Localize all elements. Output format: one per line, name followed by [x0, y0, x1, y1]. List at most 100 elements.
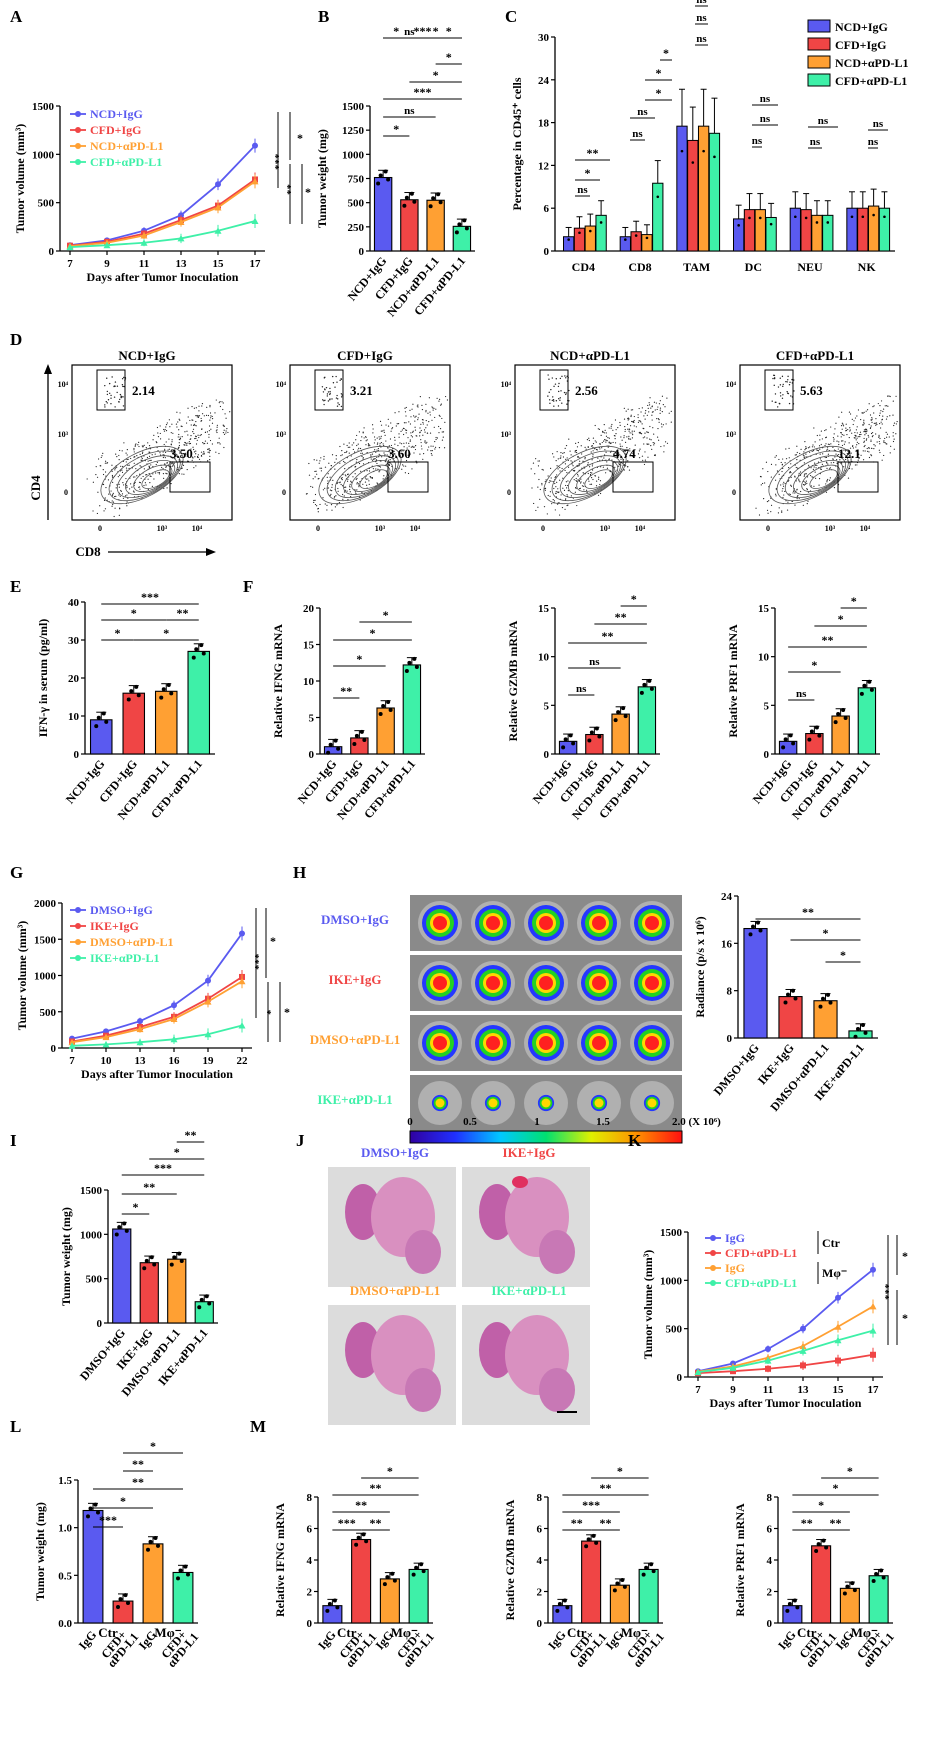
significance-label: ** — [370, 1516, 382, 1530]
event-dot — [211, 415, 213, 418]
significance-label: * — [131, 606, 137, 620]
event-dot — [371, 424, 374, 426]
event-dot — [172, 432, 174, 434]
event-dot — [328, 462, 330, 464]
event-dot — [181, 467, 183, 469]
event-dot — [557, 488, 559, 490]
event-dot — [164, 448, 166, 450]
event-dot — [326, 509, 328, 511]
event-dot — [530, 468, 532, 470]
data-point — [852, 1588, 857, 1593]
y-tick-label: 1.5 — [58, 1475, 72, 1487]
event-dot — [198, 410, 200, 412]
event-dot — [873, 444, 875, 446]
event-dot — [210, 417, 212, 419]
event-dot — [365, 478, 367, 480]
event-dot — [586, 491, 588, 494]
event-dot — [857, 409, 860, 411]
event-dot — [848, 411, 851, 413]
significance-label: ns — [632, 128, 643, 140]
event-dot — [773, 384, 775, 387]
event-dot — [388, 445, 390, 447]
significance-label: * — [284, 1005, 290, 1019]
event-dot — [386, 447, 389, 449]
data-point — [589, 730, 594, 735]
event-dot — [803, 484, 806, 486]
legend-label: DMSO+αPD-L1 — [90, 935, 174, 949]
event-dot — [139, 473, 141, 475]
event-dot — [617, 454, 620, 456]
event-dot — [366, 439, 368, 441]
event-dot — [135, 468, 137, 470]
y-tick-label: 0 — [64, 488, 68, 497]
event-dot — [356, 444, 358, 447]
event-dot — [618, 465, 620, 467]
data-point — [807, 737, 812, 742]
data-point — [861, 215, 865, 219]
event-dot — [204, 431, 207, 433]
event-dot — [389, 438, 392, 440]
significance-label: ** — [185, 1128, 197, 1142]
event-dot — [95, 466, 97, 468]
data-point — [758, 216, 762, 220]
event-dot — [163, 443, 165, 446]
event-dot — [353, 442, 355, 444]
data-point — [787, 1601, 792, 1606]
event-dot — [840, 454, 842, 456]
event-dot — [548, 481, 550, 484]
data-point — [352, 741, 357, 746]
panel-letter-E: E — [10, 577, 21, 596]
event-dot — [142, 475, 144, 478]
event-dot — [403, 446, 405, 448]
event-dot — [429, 432, 432, 434]
event-dot — [155, 472, 157, 474]
event-dot — [195, 450, 197, 452]
contour-line — [100, 445, 184, 505]
bar-3 — [187, 650, 211, 755]
event-dot — [537, 506, 539, 508]
event-dot — [145, 484, 147, 486]
event-dot — [843, 434, 845, 436]
event-dot — [196, 439, 198, 441]
event-dot — [618, 463, 620, 465]
event-dot — [329, 399, 331, 401]
bar-3 — [402, 664, 422, 755]
event-dot — [889, 415, 891, 417]
event-dot — [324, 487, 326, 489]
event-dot — [377, 468, 379, 470]
signal-red — [592, 976, 606, 990]
event-dot — [114, 507, 116, 509]
event-dot — [126, 449, 128, 451]
legend-label: NCD+IgG — [835, 20, 888, 34]
event-dot — [865, 410, 867, 412]
y-tick-label: 0 — [732, 488, 736, 497]
bar-3 — [452, 225, 472, 252]
event-dot — [795, 454, 797, 456]
event-dot — [340, 483, 342, 486]
event-dot — [200, 417, 202, 420]
event-dot — [548, 378, 550, 380]
event-dot — [548, 399, 551, 401]
event-dot — [873, 405, 875, 407]
event-dot — [786, 390, 788, 393]
signal-red — [592, 916, 606, 930]
event-dot — [587, 464, 589, 466]
event-dot — [601, 441, 603, 444]
event-dot — [804, 449, 806, 451]
event-dot — [788, 457, 790, 459]
event-dot — [123, 385, 125, 388]
x-tick-label: 0 — [766, 524, 770, 533]
y-tick-label: 1500 — [660, 1227, 683, 1239]
event-dot — [653, 442, 656, 444]
event-dot — [565, 377, 567, 379]
event-dot — [599, 459, 601, 461]
data-point — [621, 706, 626, 711]
contour-line — [318, 445, 402, 505]
event-dot — [550, 467, 552, 469]
event-dot — [873, 412, 875, 414]
event-dot — [625, 410, 627, 412]
event-dot — [670, 421, 672, 423]
event-dot — [394, 439, 396, 441]
data-point — [454, 230, 459, 235]
data-point — [201, 651, 206, 656]
